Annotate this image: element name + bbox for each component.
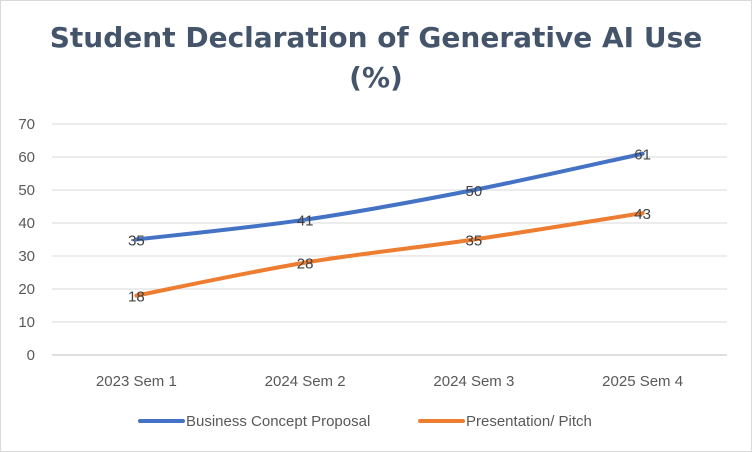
data-label: 18 — [128, 289, 145, 306]
chart-title-line-2: (%) — [349, 61, 403, 94]
y-tick-label: 10 — [18, 314, 35, 331]
x-tick-label: 2023 Sem 1 — [96, 373, 177, 390]
chart-title: Student Declaration of Generative AI Use… — [0, 18, 752, 98]
data-label: 43 — [634, 206, 651, 223]
data-label: 28 — [297, 256, 314, 273]
data-label: 61 — [634, 147, 651, 164]
legend-label: Business Concept Proposal — [186, 413, 370, 430]
x-tick-label: 2024 Sem 2 — [265, 373, 346, 390]
y-tick-label: 30 — [18, 248, 35, 265]
data-label: 35 — [466, 233, 483, 250]
data-label: 41 — [297, 213, 314, 230]
data-label: 50 — [466, 183, 483, 200]
y-tick-label: 40 — [18, 215, 35, 232]
data-label: 35 — [128, 233, 145, 250]
y-tick-label: 50 — [18, 182, 35, 199]
y-tick-label: 0 — [27, 347, 35, 364]
y-tick-label: 60 — [18, 149, 35, 166]
y-tick-label: 70 — [18, 116, 35, 133]
series-line-1 — [134, 151, 645, 242]
series-line-2 — [134, 211, 645, 298]
y-tick-label: 20 — [18, 281, 35, 298]
x-tick-label: 2024 Sem 3 — [433, 373, 514, 390]
x-tick-label: 2025 Sem 4 — [602, 373, 683, 390]
legend-label: Presentation/ Pitch — [466, 413, 592, 430]
chart-title-line-1: Student Declaration of Generative AI Use — [49, 21, 703, 54]
